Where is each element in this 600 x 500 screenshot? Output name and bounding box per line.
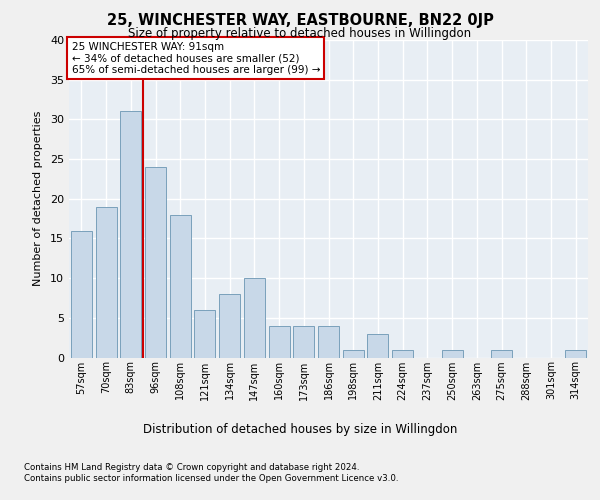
Bar [244, 278, 265, 357]
Bar [194, 310, 215, 358]
Bar [565, 350, 586, 358]
Bar [318, 326, 339, 358]
Text: 25, WINCHESTER WAY, EASTBOURNE, BN22 0JP: 25, WINCHESTER WAY, EASTBOURNE, BN22 0JP [107, 12, 493, 28]
Bar [491, 350, 512, 358]
Text: Size of property relative to detached houses in Willingdon: Size of property relative to detached ho… [128, 28, 472, 40]
Bar [367, 334, 388, 357]
Bar [293, 326, 314, 358]
Text: 25 WINCHESTER WAY: 91sqm
← 34% of detached houses are smaller (52)
65% of semi-d: 25 WINCHESTER WAY: 91sqm ← 34% of detach… [71, 42, 320, 75]
Bar [145, 167, 166, 358]
Text: Contains HM Land Registry data © Crown copyright and database right 2024.: Contains HM Land Registry data © Crown c… [24, 462, 359, 471]
Bar [170, 214, 191, 358]
Y-axis label: Number of detached properties: Number of detached properties [33, 111, 43, 286]
Bar [343, 350, 364, 358]
Bar [95, 206, 116, 358]
Bar [442, 350, 463, 358]
Bar [392, 350, 413, 358]
Text: Contains public sector information licensed under the Open Government Licence v3: Contains public sector information licen… [24, 474, 398, 483]
Bar [219, 294, 240, 358]
Bar [120, 112, 141, 358]
Text: Distribution of detached houses by size in Willingdon: Distribution of detached houses by size … [143, 422, 457, 436]
Bar [269, 326, 290, 358]
Bar [71, 230, 92, 358]
